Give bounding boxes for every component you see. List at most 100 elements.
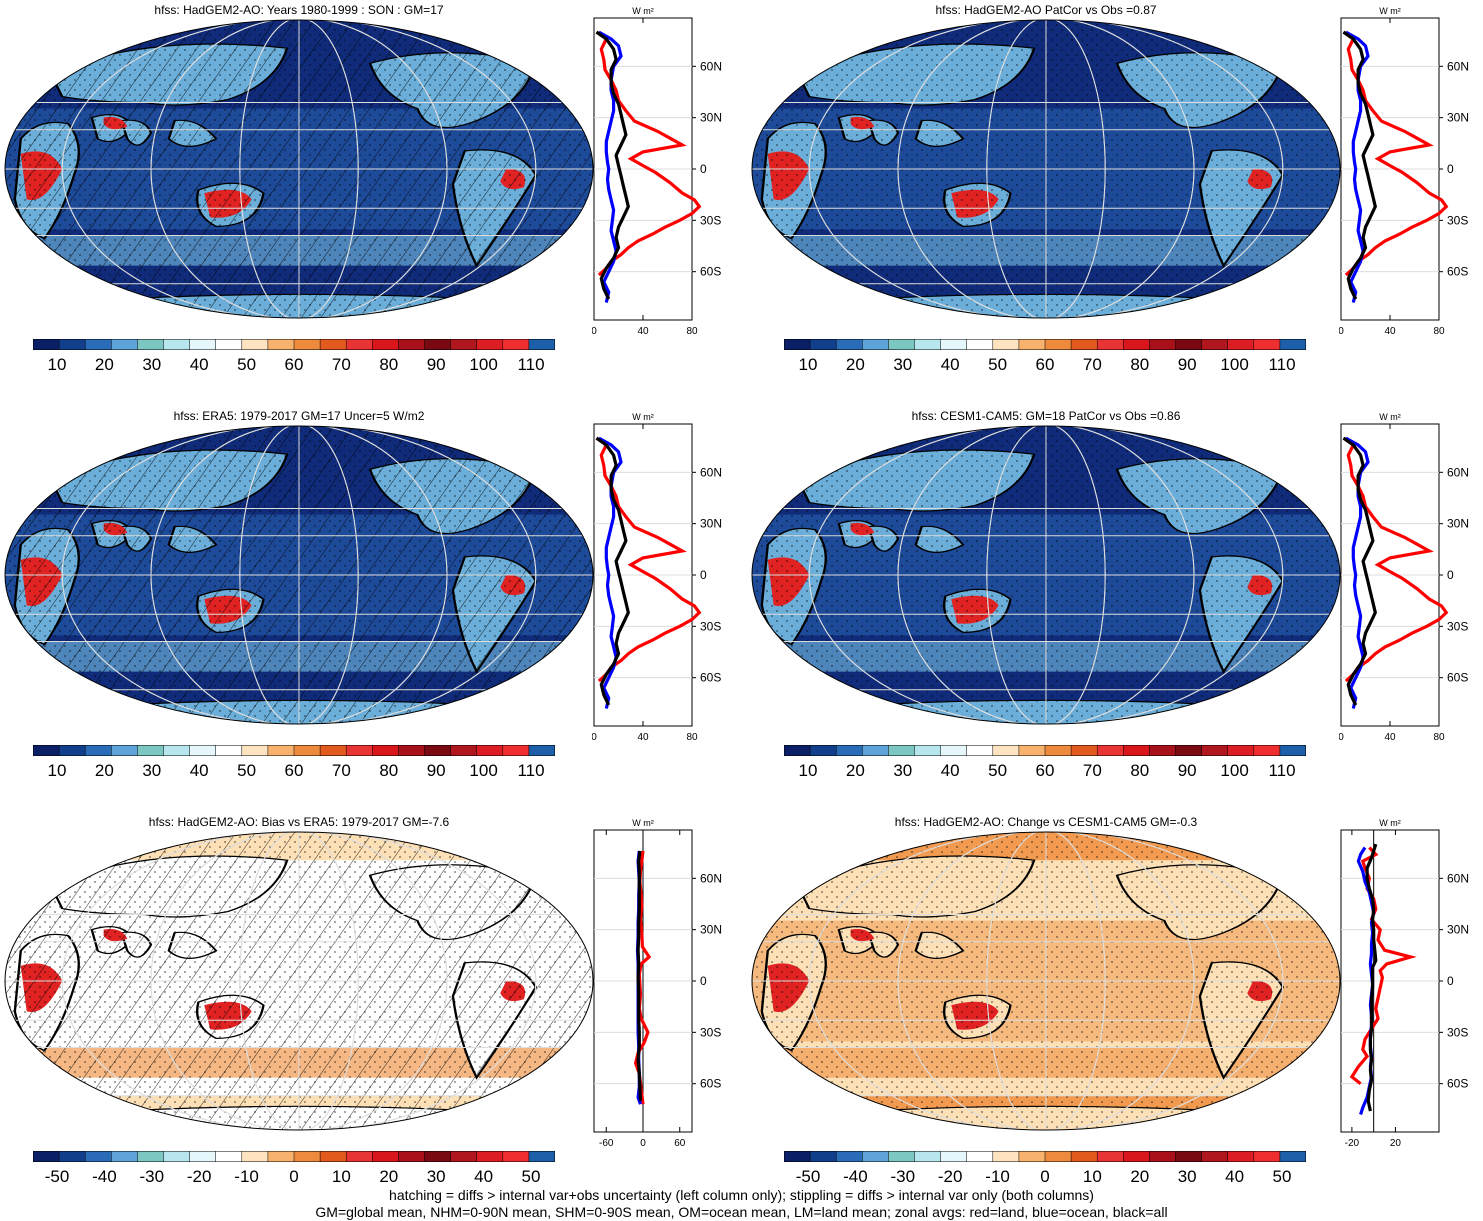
colorbar-swatch: [528, 339, 555, 350]
colorbar-swatch: [1253, 339, 1281, 350]
zonal-xtick: -60: [599, 1138, 614, 1146]
colorbar-swatch: [398, 1151, 426, 1162]
colorbar-tick-label: 50: [237, 355, 257, 374]
colorbar-tick-label: 10: [47, 761, 67, 780]
colorbar-swatch: [398, 745, 426, 756]
zonal-xtick: 0: [640, 1138, 646, 1146]
colorbar-tick-label: 40: [474, 1167, 494, 1186]
zonal-ytick: 0: [700, 162, 707, 176]
colorbar-swatch: [450, 339, 478, 350]
colorbar-swatch: [424, 745, 452, 756]
colorbar-swatch: [1279, 1151, 1306, 1162]
colorbar-swatch: [111, 339, 139, 350]
colorbar-swatch: [502, 1151, 530, 1162]
map-mid-left: [4, 425, 594, 725]
colorbar-tick-label: 40: [189, 761, 209, 780]
colorbar-tick-label: 30: [893, 761, 913, 780]
colorbar-swatch: [1044, 1151, 1072, 1162]
colorbar-swatch: [319, 745, 347, 756]
colorbar-tick-label: 80: [1130, 355, 1150, 374]
colorbar-tick-label: 40: [940, 355, 960, 374]
zonal-xtick: 80: [1433, 732, 1445, 740]
map-title: hfss: HadGEM2-AO: Bias vs ERA5: 1979-201…: [148, 815, 450, 829]
colorbar-tick-label: -40: [843, 1167, 868, 1186]
colorbar: [33, 745, 555, 756]
colorbar-swatch: [1149, 745, 1177, 756]
colorbar-swatch: [345, 1151, 374, 1162]
colorbar-tick-label: 50: [237, 761, 257, 780]
map-title: hfss: CESM1-CAM5: GM=18 PatCor vs Obs =0…: [911, 409, 1181, 423]
colorbar-tick-label: 50: [1272, 1167, 1292, 1186]
colorbar: [784, 339, 1306, 350]
colorbar-swatch: [809, 1151, 837, 1162]
colorbar-swatch: [84, 1151, 113, 1162]
colorbar-swatch: [1070, 745, 1098, 756]
zonal-ytick: 0: [700, 568, 707, 582]
zonal-xtick: 40: [1384, 326, 1396, 334]
colorbar-swatch: [809, 745, 837, 756]
colorbar-swatch: [372, 745, 400, 756]
colorbar-tick-label: 10: [798, 761, 818, 780]
colorbar-swatch: [528, 1151, 555, 1162]
colorbar-tick-label: 60: [1035, 761, 1055, 780]
zonal-xtick: 0: [1339, 732, 1344, 740]
zonal-ytick: 0: [700, 974, 707, 988]
colorbar-swatch: [528, 745, 555, 756]
colorbar-swatch: [1201, 339, 1229, 350]
zonal-ytick: 60N: [1447, 871, 1469, 885]
colorbar-swatch: [809, 339, 837, 350]
colorbar-swatch: [992, 745, 1020, 756]
colorbar-swatch: [914, 745, 942, 756]
colorbar-swatch: [966, 339, 994, 350]
colorbar-labels: 10 20 30 40 50 60 70 80 90 100 110: [33, 355, 555, 377]
colorbar-tick-label: -30: [139, 1167, 165, 1186]
colorbar-swatch: [163, 745, 191, 756]
colorbar-tick-label: 20: [94, 761, 114, 780]
zonal-xtick: 40: [637, 732, 649, 740]
zonal-ytick: 60S: [700, 671, 721, 685]
colorbar: [33, 1151, 555, 1162]
colorbar-tick-label: 90: [1177, 761, 1197, 780]
colorbar-tick-label: 80: [1130, 761, 1150, 780]
colorbar-swatch: [372, 339, 400, 350]
colorbar-swatch: [992, 339, 1020, 350]
colorbar-swatch: [137, 745, 165, 756]
colorbar-tick-label: 40: [940, 761, 960, 780]
zonal-xtick: 0: [592, 732, 597, 740]
colorbar-labels: -50 -40 -30 -20 -10 0 10 20 30 40 50: [784, 1167, 1306, 1189]
zonal-ytick: 30N: [1447, 517, 1469, 531]
map-title: hfss: HadGEM2-AO PatCor vs Obs =0.87: [935, 3, 1157, 17]
colorbar-tick-label: 100: [469, 355, 498, 374]
colorbar-swatch: [84, 745, 113, 756]
colorbar-tick-label: -50: [795, 1167, 821, 1186]
colorbar-swatch: [267, 745, 295, 756]
colorbar: [784, 1151, 1306, 1162]
colorbar-swatch: [784, 339, 811, 350]
colorbar-swatch: [502, 745, 530, 756]
colorbar-tick-label: 20: [379, 1167, 399, 1186]
zonal-ytick: 60N: [1447, 59, 1469, 73]
zonal-ytick: 0: [1447, 974, 1454, 988]
zonal-all-line: [1342, 436, 1377, 706]
colorbar-tick-label: -20: [937, 1167, 963, 1186]
colorbar-swatch: [1096, 339, 1125, 350]
colorbar-swatch: [476, 745, 504, 756]
zonal-ytick: 0: [1447, 568, 1454, 582]
colorbar-tick-label: 30: [893, 355, 913, 374]
colorbar-swatch: [1175, 1151, 1203, 1162]
colorbar-swatch: [1227, 745, 1255, 756]
colorbar-swatch: [293, 745, 321, 756]
colorbar-tick-label: 80: [379, 761, 399, 780]
colorbar-swatch: [1253, 745, 1281, 756]
map-top-left: [4, 19, 594, 319]
colorbar-tick-label: 20: [1130, 1167, 1150, 1186]
colorbar-tick-label: 100: [469, 761, 498, 780]
colorbar-tick-label: 70: [1082, 355, 1102, 374]
colorbar-swatch: [345, 745, 374, 756]
colorbar-swatch: [1201, 745, 1229, 756]
colorbar-swatch: [888, 1151, 916, 1162]
colorbar-swatch: [1279, 339, 1306, 350]
colorbar-swatch: [862, 1151, 890, 1162]
colorbar-tick-label: 50: [988, 761, 1008, 780]
zonal-unit-label: W m²: [1379, 412, 1401, 422]
